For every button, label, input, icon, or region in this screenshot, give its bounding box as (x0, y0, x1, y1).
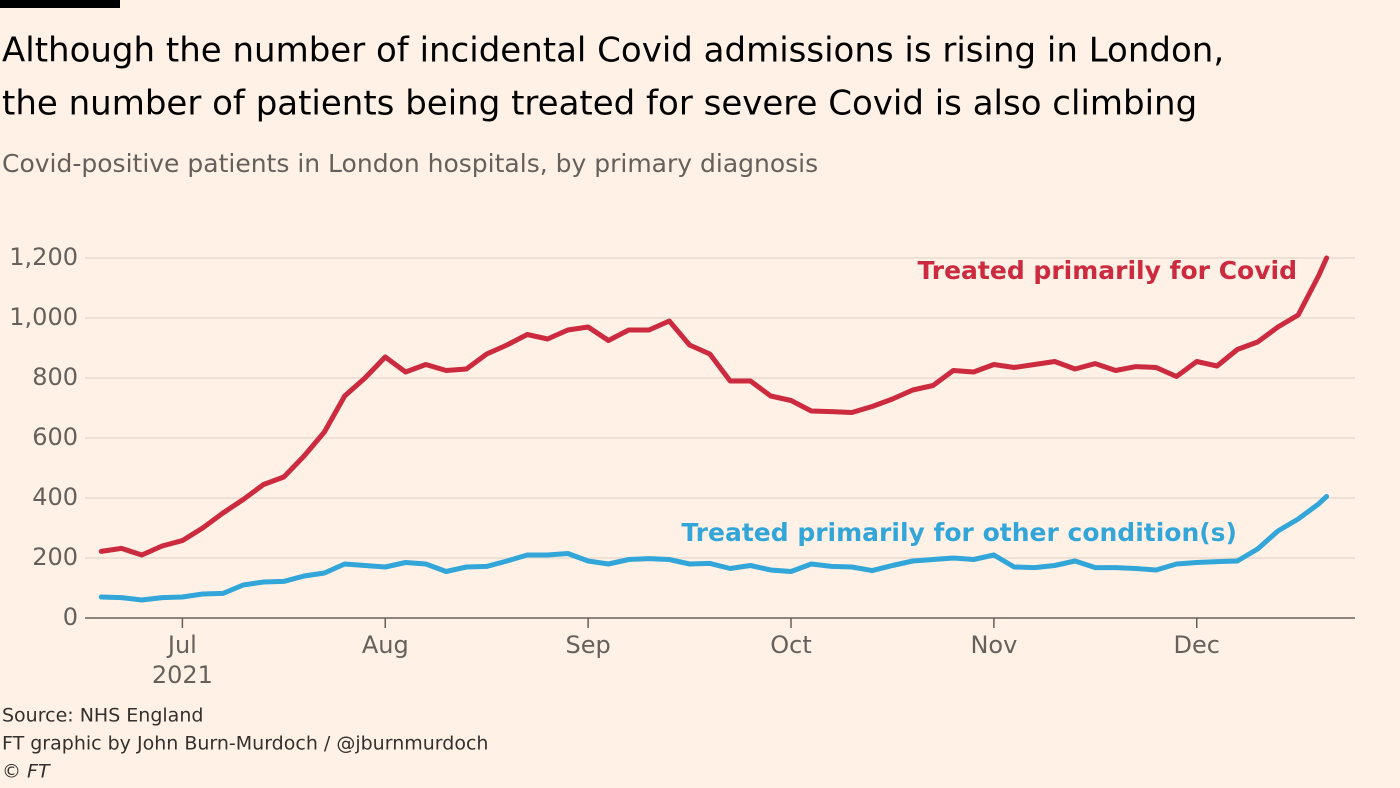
chart-subtitle: Covid-positive patients in London hospit… (2, 149, 818, 178)
source: Source: NHS England (2, 705, 203, 727)
y-tick-label: 800 (32, 363, 78, 391)
y-tick-label: 400 (32, 483, 78, 511)
line (98, 494, 1330, 603)
series-label: Treated primarily for Covid (917, 256, 1297, 285)
chart-title: the number of patients being treated for… (2, 84, 1197, 124)
x-tick-label: Aug (362, 631, 409, 659)
x-tick-label: Jul (166, 631, 197, 659)
series-label: Treated primarily for other condition(s) (681, 518, 1237, 547)
y-tick-label: 1,200 (9, 243, 78, 271)
line (98, 255, 1330, 558)
y-tick-label: 200 (32, 543, 78, 571)
y-tick-label: 0 (63, 603, 78, 631)
y-tick-label: 1,000 (9, 303, 78, 331)
x-tick-label: Oct (770, 631, 812, 659)
copyright: © FT (2, 761, 51, 783)
x-tick-label: Dec (1174, 631, 1220, 659)
x-year-label: 2021 (152, 661, 213, 689)
x-tick-label: Nov (970, 631, 1017, 659)
y-tick-label: 600 (32, 423, 78, 451)
credit: FT graphic by John Burn-Murdoch / @jburn… (2, 733, 488, 755)
chart-title: Although the number of incidental Covid … (2, 31, 1224, 71)
x-tick-label: Sep (566, 631, 611, 659)
brand-bar (0, 0, 120, 8)
